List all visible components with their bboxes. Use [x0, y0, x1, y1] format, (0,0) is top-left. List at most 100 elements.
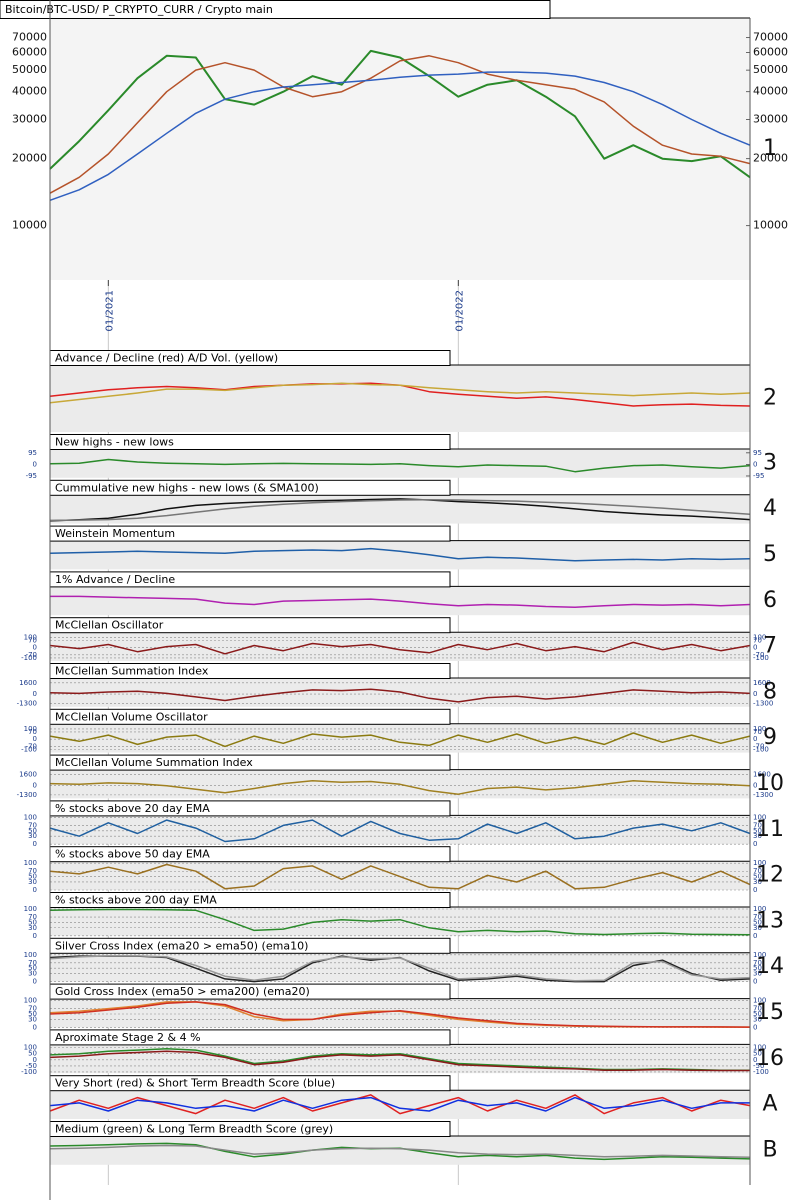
x-tick-label: 01/2022 — [454, 290, 465, 332]
panel-label: 8 — [763, 679, 777, 704]
y-tick-label: 50 — [753, 918, 762, 926]
y-tick-label: 10000 — [12, 219, 47, 232]
y-tick-label: 0 — [33, 1023, 37, 1031]
panel-title: McClellan Oscillator — [55, 619, 164, 632]
y-tick-label: 0 — [753, 1056, 757, 1064]
series-line — [49, 732, 751, 748]
panel-title: Silver Cross Index (ema20 > ema50) (ema1… — [55, 939, 308, 952]
series-line — [49, 49, 751, 179]
series-line — [49, 498, 751, 522]
y-tick-label: 100 — [24, 1044, 37, 1052]
panel-label: 15 — [756, 1000, 784, 1025]
y-tick-label: 0 — [33, 886, 37, 894]
panel-label: 11 — [756, 817, 784, 842]
series-line — [49, 1050, 750, 1072]
panel-label: 1 — [763, 136, 777, 161]
y-tick-label: 50 — [28, 918, 37, 926]
y-tick-label: 30 — [753, 878, 762, 886]
y-tick-label: 30 — [28, 970, 37, 978]
y-tick-label: 0 — [753, 782, 757, 790]
y-tick-label: 0 — [753, 886, 757, 894]
plot-area — [50, 1090, 750, 1119]
y-tick-label: 0 — [753, 460, 757, 468]
series-line — [50, 595, 751, 608]
panel-label: 13 — [756, 908, 784, 933]
y-tick-label: 100 — [753, 725, 766, 733]
y-tick-label: -70 — [753, 742, 764, 750]
y-tick-label: 50 — [753, 964, 762, 972]
panel-title: New highs - new lows — [55, 436, 174, 449]
x-tick-label: 01/2021 — [104, 290, 115, 332]
y-tick-label: 50 — [753, 1010, 762, 1018]
y-tick-label: -1300 — [753, 699, 773, 707]
y-tick-label: -50 — [26, 1062, 37, 1070]
y-tick-label: 30 — [753, 970, 762, 978]
y-tick-label: 0 — [753, 644, 757, 652]
y-tick-label: 30 — [753, 832, 762, 840]
y-tick-label: 0 — [33, 932, 37, 940]
y-tick-label: 20000 — [12, 152, 47, 165]
y-tick-label: 70 — [28, 636, 37, 644]
y-tick-label: 10000 — [753, 219, 788, 232]
y-tick-label: 60000 — [753, 46, 788, 59]
y-tick-label: 50 — [28, 873, 37, 881]
panel-label: 2 — [763, 386, 777, 411]
y-tick-label: 100 — [753, 997, 766, 1005]
y-tick-label: 70 — [753, 728, 762, 736]
y-tick-label: 100 — [24, 725, 37, 733]
y-tick-label: 30 — [753, 924, 762, 932]
y-tick-label: 70 — [753, 821, 762, 829]
y-tick-label: 0 — [753, 978, 757, 986]
panel-label: 9 — [763, 725, 777, 750]
y-tick-label: -70 — [26, 742, 37, 750]
y-tick-label: 1600 — [19, 679, 37, 687]
y-tick-label: 1600 — [19, 770, 37, 778]
y-tick-label: 100 — [24, 633, 37, 641]
y-tick-label: 70 — [28, 913, 37, 921]
y-tick-label: 0 — [33, 644, 37, 652]
y-tick-label: 50000 — [12, 63, 47, 76]
panel-label: 16 — [756, 1046, 784, 1071]
y-tick-label: 70 — [753, 959, 762, 967]
y-tick-label: -1300 — [17, 791, 37, 799]
panel-label: 14 — [756, 954, 784, 979]
y-tick-label: 30 — [28, 878, 37, 886]
y-tick-label: 95 — [753, 449, 762, 457]
y-tick-label: 50 — [28, 964, 37, 972]
y-tick-label: -100 — [21, 654, 37, 662]
panel-title: Very Short (red) & Short Term Breadth Sc… — [55, 1077, 335, 1090]
y-tick-label: 70000 — [12, 31, 47, 44]
y-tick-label: -100 — [21, 1068, 37, 1076]
panel-label: 6 — [763, 588, 777, 613]
y-tick-label: -70 — [26, 651, 37, 659]
series-line — [49, 955, 751, 982]
panel-label: 10 — [756, 771, 784, 796]
y-tick-label: 100 — [24, 859, 37, 867]
panel-title: Cummulative new highs - new lows (& SMA1… — [55, 481, 319, 494]
y-tick-label: 100 — [24, 951, 37, 959]
y-tick-label: 0 — [33, 1056, 37, 1064]
y-tick-label: -95 — [753, 472, 764, 480]
panel-title: Gold Cross Index (ema50 > ema200) (ema20… — [55, 985, 310, 998]
y-tick-label: 30 — [28, 1015, 37, 1023]
series-line — [49, 819, 751, 843]
y-tick-label: -100 — [21, 746, 37, 754]
y-tick-label: 30000 — [12, 113, 47, 126]
series-line — [49, 1094, 751, 1115]
series-line — [49, 908, 751, 936]
y-tick-label: 70 — [753, 636, 762, 644]
y-tick-label: 50 — [28, 827, 37, 835]
y-tick-label: 0 — [753, 932, 757, 940]
y-tick-label: 50 — [753, 1050, 762, 1058]
series-line — [49, 55, 751, 194]
series-line — [49, 1144, 751, 1159]
plot-area — [50, 540, 750, 570]
series-line — [49, 780, 751, 795]
panel-label: B — [762, 1137, 777, 1162]
panel-title: Medium (green) & Long Term Breadth Score… — [55, 1123, 333, 1136]
series-line — [49, 71, 751, 202]
series-line — [49, 688, 751, 703]
y-tick-label: 0 — [33, 460, 37, 468]
y-tick-label: 70 — [28, 867, 37, 875]
